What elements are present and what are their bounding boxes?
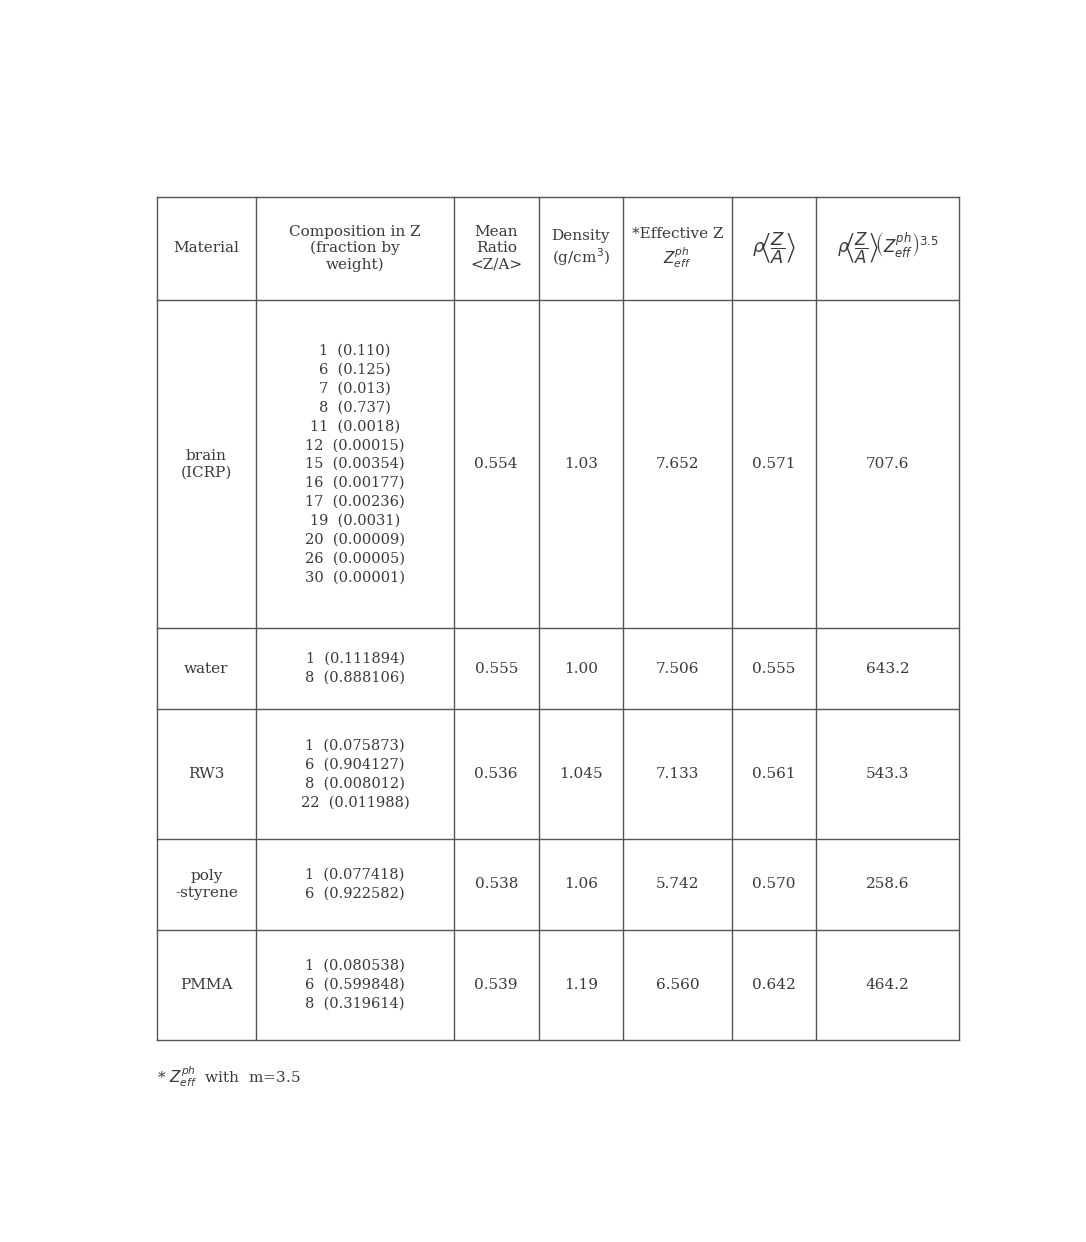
Text: 0.555: 0.555 [475, 662, 518, 676]
Text: 1.06: 1.06 [564, 877, 597, 892]
Text: 0.554: 0.554 [475, 457, 518, 471]
Text: 1.00: 1.00 [564, 662, 597, 676]
Text: poly
-styrene: poly -styrene [175, 869, 238, 899]
Text: Material: Material [174, 241, 239, 256]
Text: 543.3: 543.3 [866, 768, 909, 781]
Text: 1.045: 1.045 [559, 768, 603, 781]
Text: $\rho\!\left\langle\dfrac{Z}{A}\right\rangle$: $\rho\!\left\langle\dfrac{Z}{A}\right\ra… [752, 231, 796, 266]
Text: 0.536: 0.536 [475, 768, 518, 781]
Text: water: water [185, 662, 229, 676]
Text: PMMA: PMMA [180, 977, 232, 992]
Text: 1  (0.111894)
8  (0.888106): 1 (0.111894) 8 (0.888106) [305, 652, 405, 686]
Text: 1.19: 1.19 [564, 977, 597, 992]
Text: 1  (0.080538)
6  (0.599848)
8  (0.319614): 1 (0.080538) 6 (0.599848) 8 (0.319614) [305, 959, 405, 1011]
Text: Density
(g/cm$^{3}$): Density (g/cm$^{3}$) [552, 229, 610, 268]
Text: 7.652: 7.652 [656, 457, 699, 471]
Text: 6.560: 6.560 [656, 977, 699, 992]
Text: 1  (0.075873)
6  (0.904127)
8  (0.008012)
22  (0.011988): 1 (0.075873) 6 (0.904127) 8 (0.008012) 2… [301, 739, 409, 810]
Text: 0.555: 0.555 [753, 662, 796, 676]
Text: 7.133: 7.133 [656, 768, 699, 781]
Text: 0.539: 0.539 [475, 977, 518, 992]
Text: 707.6: 707.6 [866, 457, 909, 471]
Text: *Effective Z
$Z_{eff}^{ph}$: *Effective Z $Z_{eff}^{ph}$ [632, 227, 723, 270]
Text: Mean
Ratio
<Z/A>: Mean Ratio <Z/A> [470, 225, 522, 272]
Text: 258.6: 258.6 [866, 877, 909, 892]
Text: 0.538: 0.538 [475, 877, 518, 892]
Text: 1.03: 1.03 [564, 457, 597, 471]
Text: 1  (0.110)
6  (0.125)
7  (0.013)
8  (0.737)
11  (0.0018)
12  (0.00015)
15  (0.00: 1 (0.110) 6 (0.125) 7 (0.013) 8 (0.737) … [305, 344, 405, 585]
Text: 0.570: 0.570 [753, 877, 796, 892]
Text: 0.642: 0.642 [753, 977, 796, 992]
Text: Composition in Z
(fraction by
weight): Composition in Z (fraction by weight) [289, 225, 421, 272]
Text: * $Z_{eff}^{ph}$  with  m=3.5: * $Z_{eff}^{ph}$ with m=3.5 [156, 1064, 301, 1089]
Text: 0.571: 0.571 [753, 457, 796, 471]
Text: RW3: RW3 [188, 768, 225, 781]
Text: 643.2: 643.2 [866, 662, 909, 676]
Text: 7.506: 7.506 [656, 662, 699, 676]
Text: $\rho\!\left\langle\dfrac{Z}{A}\right\rangle\!\left(Z_{eff}^{ph}\right)^{3.5}$: $\rho\!\left\langle\dfrac{Z}{A}\right\ra… [837, 231, 938, 266]
Text: 464.2: 464.2 [866, 977, 909, 992]
Text: 5.742: 5.742 [656, 877, 699, 892]
Text: 0.561: 0.561 [753, 768, 796, 781]
Text: brain
(ICRP): brain (ICRP) [180, 450, 232, 479]
Text: 1  (0.077418)
6  (0.922582): 1 (0.077418) 6 (0.922582) [305, 868, 405, 900]
